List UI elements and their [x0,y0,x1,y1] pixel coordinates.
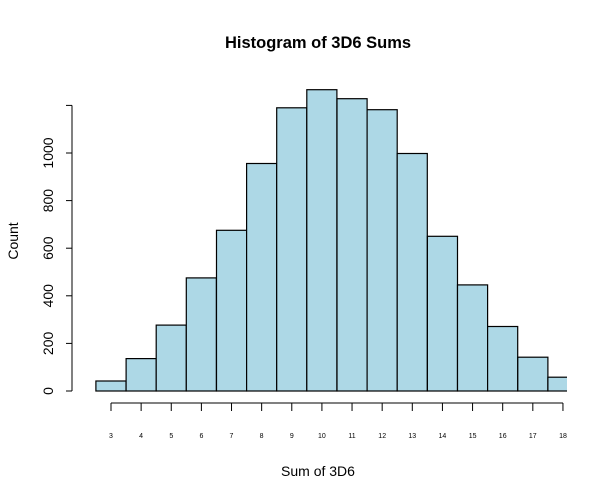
x-tick-label: 8 [260,433,264,440]
y-tick-label: 600 [40,236,56,260]
histogram-bar [547,376,567,392]
histogram-bar [426,235,459,392]
histogram-bar [396,152,428,392]
y-tick-label: 800 [40,189,56,213]
x-tick-label: 7 [230,433,234,440]
x-tick-label: 3 [109,433,113,440]
y-tick-label: 0 [40,387,56,395]
x-tick-label: 13 [408,433,416,440]
x-tick-label: 16 [499,433,507,440]
y-axis: 0 200 400 600 800 1000 [40,104,73,395]
histogram-bar [95,380,127,392]
histogram-bar [456,284,489,392]
histogram-bar [185,277,218,392]
histogram-bar [276,107,308,392]
histogram-bar [155,324,187,392]
histogram-bar [336,98,368,392]
histogram-bar [246,162,278,392]
chart-title: Histogram of 3D6 Sums [225,34,411,52]
x-tick-label: 6 [199,433,203,440]
histogram-bar [487,325,519,392]
x-tick-label: 12 [378,433,386,440]
x-tick-label: 5 [169,433,173,440]
x-tick-label: 17 [529,433,537,440]
histogram-bar [215,229,248,392]
histogram-bars [95,89,567,392]
y-tick-label: 1000 [40,137,56,168]
x-tick-label: 14 [439,433,447,440]
x-tick-label: 4 [139,433,143,440]
x-tick-label: 9 [290,433,294,440]
y-tick-label: 200 [40,332,56,356]
y-tick-label: 400 [40,284,56,308]
histogram-bar [517,356,549,392]
x-tick-label: 15 [469,433,477,440]
x-tick-label: 10 [318,433,326,440]
x-axis: 3 4 5 6 7 8 9 10 11 12 13 14 15 16 17 18 [109,402,567,440]
x-axis-label: Sum of 3D6 [281,463,355,479]
x-tick-label: 11 [348,433,355,440]
x-tick-label: 18 [559,433,567,440]
histogram-bar [125,358,157,392]
histogram-bar [306,89,338,392]
histogram-bar [366,109,398,392]
y-axis-label: Count [5,222,21,259]
